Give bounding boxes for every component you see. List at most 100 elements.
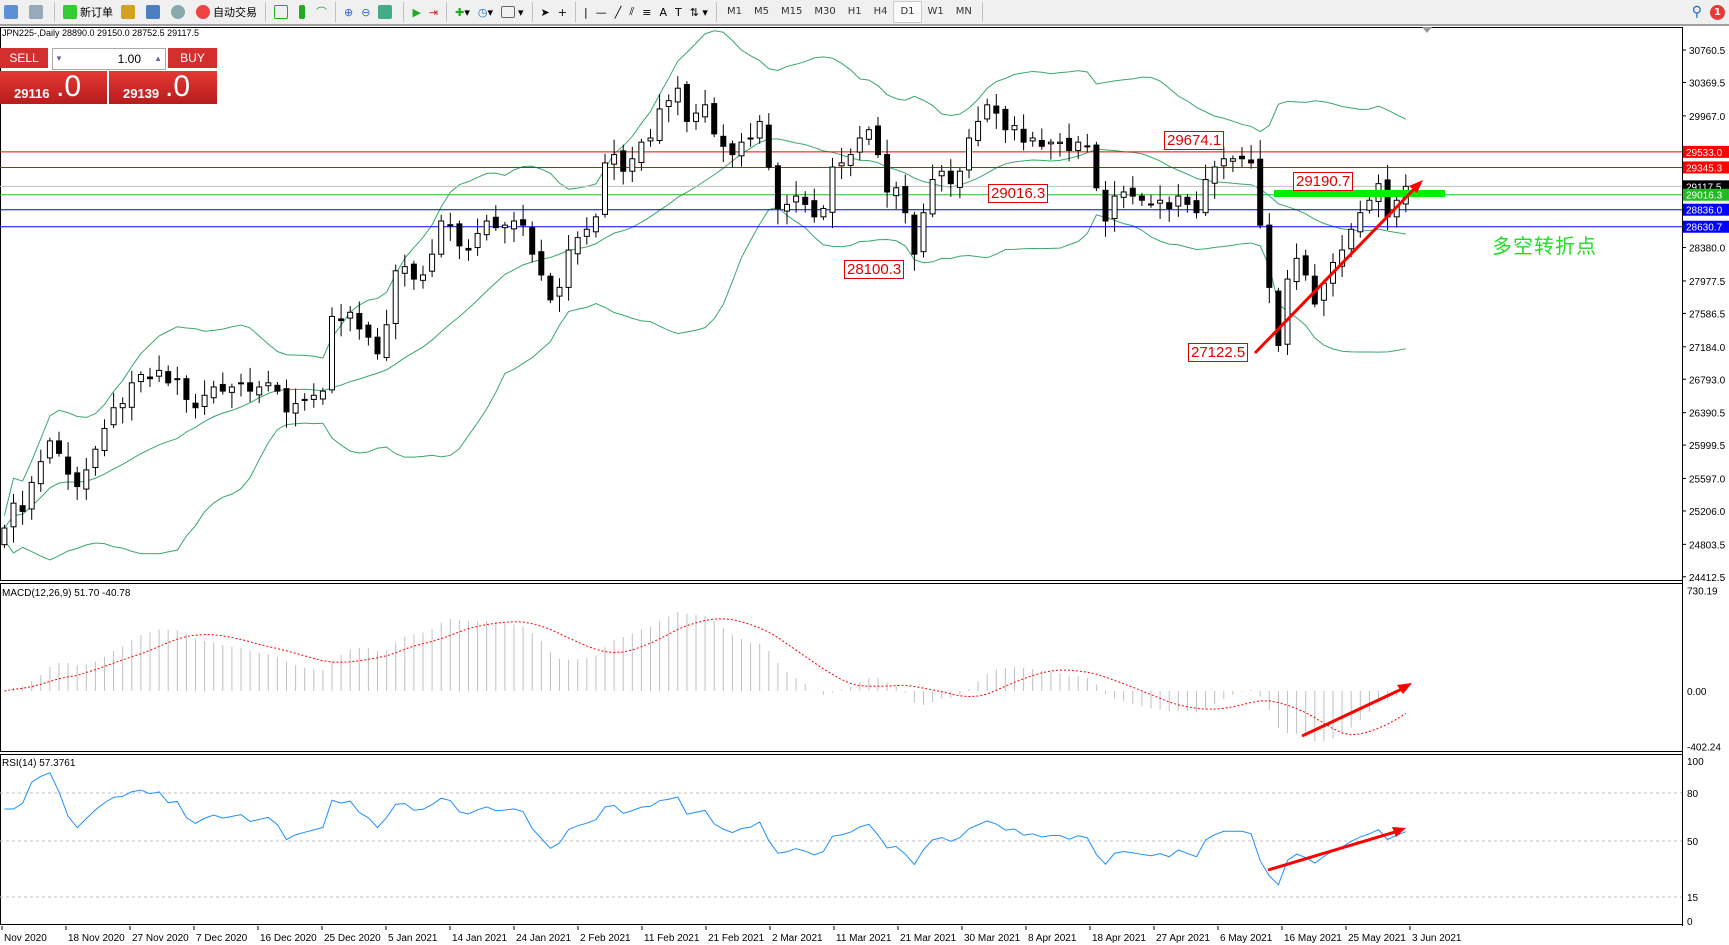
autoscroll-icon: ▶: [412, 5, 421, 19]
rsi-tick-label: 15: [1687, 893, 1699, 904]
timeframe-w1[interactable]: W1: [927, 6, 944, 17]
turning-point-label[interactable]: 多空转折点: [1492, 234, 1597, 258]
cursor-button[interactable]: ➤: [537, 2, 554, 22]
separator: [446, 2, 448, 22]
indicators-button[interactable]: ✚ ▾: [455, 5, 470, 19]
macd-tick-label: -402.24: [1687, 742, 1721, 753]
lot-increase-icon[interactable]: ▲: [154, 54, 162, 63]
sell-button[interactable]: SELL: [0, 48, 48, 68]
zoom-in-button[interactable]: ⊕: [340, 2, 357, 22]
level-label-29016[interactable]: 29016.3: [988, 184, 1049, 203]
sell-price[interactable]: 29116 .0: [0, 70, 107, 104]
main-pane-frame: [0, 27, 1683, 581]
equidistant-channel-button[interactable]: ⫽: [625, 2, 638, 22]
bear-candle-body: [1066, 137, 1073, 151]
candle: [520, 204, 527, 236]
search-button[interactable]: ⚲: [1688, 2, 1706, 22]
buy-button[interactable]: BUY: [168, 48, 217, 68]
date-tick-label: 16 Dec 2020: [260, 933, 317, 944]
trendline-button[interactable]: ╱: [611, 2, 626, 22]
toolbar-button-4[interactable]: [142, 2, 167, 22]
low-label-28100[interactable]: 28100.3: [844, 260, 905, 279]
tile-icon: [378, 5, 393, 19]
timeframe-d1[interactable]: D1: [893, 1, 922, 23]
date-tick-label: 6 May 2021: [1220, 933, 1273, 944]
date-tick-label: 11 Mar 2021: [836, 933, 892, 944]
zoom-out-button[interactable]: ⊖: [357, 2, 374, 22]
periods-button[interactable]: ◷ ▾: [477, 5, 494, 19]
chart-shift-button[interactable]: ⇥: [425, 2, 442, 22]
buy-price[interactable]: 29139 .0: [109, 70, 217, 104]
timeframe-h4[interactable]: H4: [873, 6, 888, 17]
price-tick-label: 28380.0: [1689, 244, 1726, 255]
bear-candle-body: [993, 105, 1000, 114]
chart-area[interactable]: 29533.029345.329117.529016.328836.028630…: [0, 26, 1729, 945]
autoscroll-button[interactable]: ▶: [408, 2, 424, 22]
candle: [538, 239, 545, 281]
date-tick-label: 2 Feb 2021: [580, 933, 631, 944]
date-tick-label: 27 Apr 2021: [1156, 933, 1210, 944]
toolbar-button-1[interactable]: [0, 2, 25, 22]
bear-candle-body: [884, 154, 891, 193]
timeframe-m30[interactable]: M30: [814, 6, 836, 17]
bear-candle-body: [465, 247, 472, 251]
high-label-29674[interactable]: 29674.1: [1164, 131, 1225, 150]
bull-candle-body: [1120, 191, 1127, 198]
bull-candle-body: [1220, 158, 1227, 167]
new-order-label: 新订单: [80, 6, 113, 19]
bear-candle-body: [410, 263, 417, 280]
new-order-button[interactable]: 新订单: [59, 2, 117, 22]
level-price-tag: [1683, 145, 1729, 158]
timeframe-mn[interactable]: MN: [955, 6, 972, 17]
notification-badge: 1: [1710, 4, 1725, 20]
bull-candle-body: [1, 527, 8, 546]
bear-candle-body: [65, 456, 72, 475]
candle: [729, 140, 736, 168]
low-label-27122[interactable]: 27122.5: [1188, 343, 1249, 362]
bull-candle-body: [738, 141, 745, 157]
lot-decrease-icon[interactable]: ▼: [55, 54, 63, 63]
clock-icon: ◷: [477, 5, 488, 19]
auto-trade-button[interactable]: 自动交易: [192, 2, 261, 22]
vertical-line-icon: |: [583, 5, 588, 19]
candle-chart-button[interactable]: [295, 2, 312, 22]
notifications-button[interactable]: 1: [1706, 2, 1729, 22]
candle: [265, 370, 272, 392]
macd-tick-label: 0.00: [1687, 687, 1707, 698]
bull-candle-body: [1075, 141, 1082, 151]
candle: [947, 159, 954, 197]
horizontal-line-button[interactable]: —: [592, 2, 611, 22]
timeframe-m5[interactable]: M5: [753, 6, 769, 17]
line-chart-button[interactable]: ⌒: [312, 2, 331, 22]
timeframe-m1[interactable]: M1: [726, 6, 742, 17]
toolbar-button-2[interactable]: [25, 2, 50, 22]
bull-candle-body: [347, 311, 354, 319]
bear-candle-body: [902, 186, 909, 214]
lot-size-input[interactable]: ▼ 1.00 ▲: [52, 48, 166, 70]
tile-windows-button[interactable]: [374, 2, 399, 22]
bear-candle-body: [911, 214, 918, 255]
arrows-button[interactable]: ⇅ ▾: [686, 2, 712, 22]
vertical-line-button[interactable]: |: [580, 2, 592, 22]
crosshair-button[interactable]: +: [554, 2, 571, 22]
timeframe-m15[interactable]: M15: [780, 6, 803, 17]
separator: [335, 2, 336, 22]
macd-arrow-line: [1301, 686, 1405, 738]
toolbar-button-5[interactable]: [167, 2, 192, 22]
candle: [1020, 114, 1027, 151]
bar-chart-button[interactable]: [270, 2, 295, 22]
templates-button[interactable]: ▾: [497, 2, 528, 22]
candle-chart-icon: [299, 5, 305, 19]
text-label-button[interactable]: T: [671, 2, 686, 22]
text-button[interactable]: A: [655, 2, 671, 22]
timeframe-h1[interactable]: H1: [847, 6, 862, 17]
fibonacci-button[interactable]: ≡: [638, 2, 655, 22]
bull-candle-body: [975, 120, 982, 141]
toolbar-button-3[interactable]: [117, 2, 142, 22]
bull-candle-body: [128, 382, 135, 408]
separator: [574, 2, 576, 22]
bull-candle-body: [46, 440, 53, 459]
date-tick-label: 25 May 2021: [1348, 933, 1406, 944]
candle: [310, 383, 317, 408]
high-label-29190[interactable]: 29190.7: [1293, 172, 1354, 191]
